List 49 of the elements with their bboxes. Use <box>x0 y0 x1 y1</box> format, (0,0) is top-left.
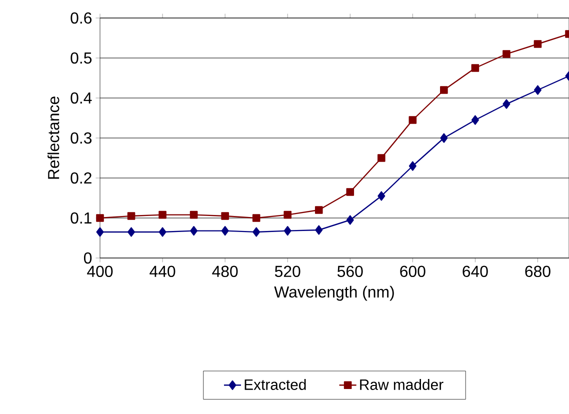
point <box>96 227 104 237</box>
point <box>440 133 448 143</box>
point <box>252 227 260 237</box>
point <box>408 161 416 171</box>
point <box>284 226 292 236</box>
y-axis-title: Reflectance <box>48 96 60 179</box>
y-tick-label: 0.5 <box>70 52 92 64</box>
point <box>221 212 229 220</box>
point <box>378 154 386 162</box>
point <box>96 214 104 222</box>
point <box>346 215 354 225</box>
point <box>190 210 198 219</box>
legend-label: Extracted <box>244 378 306 390</box>
x-tick-label: 440 <box>150 266 176 278</box>
point <box>346 188 354 196</box>
point <box>502 50 510 58</box>
point <box>378 191 386 201</box>
point <box>190 226 198 236</box>
point <box>284 210 292 219</box>
point <box>408 116 417 124</box>
x-axis-title: Wavelength (nm) <box>274 286 394 301</box>
x-tick-label: 520 <box>274 266 300 278</box>
point <box>314 206 323 214</box>
point <box>127 212 136 220</box>
y-tick-label: 0.6 <box>70 12 92 24</box>
point <box>534 85 542 95</box>
x-tick-label: 600 <box>400 266 426 278</box>
y-tick-label: 0.4 <box>70 92 92 104</box>
point <box>534 40 542 48</box>
point <box>471 64 480 72</box>
y-tick-label: 0.2 <box>70 172 92 184</box>
x-tick-label: 640 <box>462 266 488 278</box>
point <box>471 115 479 125</box>
point <box>440 86 448 94</box>
y-tick-label: 0.3 <box>70 132 92 144</box>
point <box>502 99 510 109</box>
x-tick-label: 560 <box>337 266 363 278</box>
x-tick-label: 480 <box>212 266 238 278</box>
legend-label: Raw madder <box>360 378 444 390</box>
point <box>128 227 136 237</box>
point <box>315 225 323 235</box>
point <box>158 210 166 219</box>
x-tick-label: 680 <box>525 266 550 278</box>
x-tick-label: 400 <box>87 266 113 278</box>
y-tick-label: 0.1 <box>70 212 92 224</box>
point <box>158 227 166 237</box>
point <box>252 214 260 222</box>
y-tick-label: 0 <box>84 252 92 264</box>
point <box>221 226 229 236</box>
